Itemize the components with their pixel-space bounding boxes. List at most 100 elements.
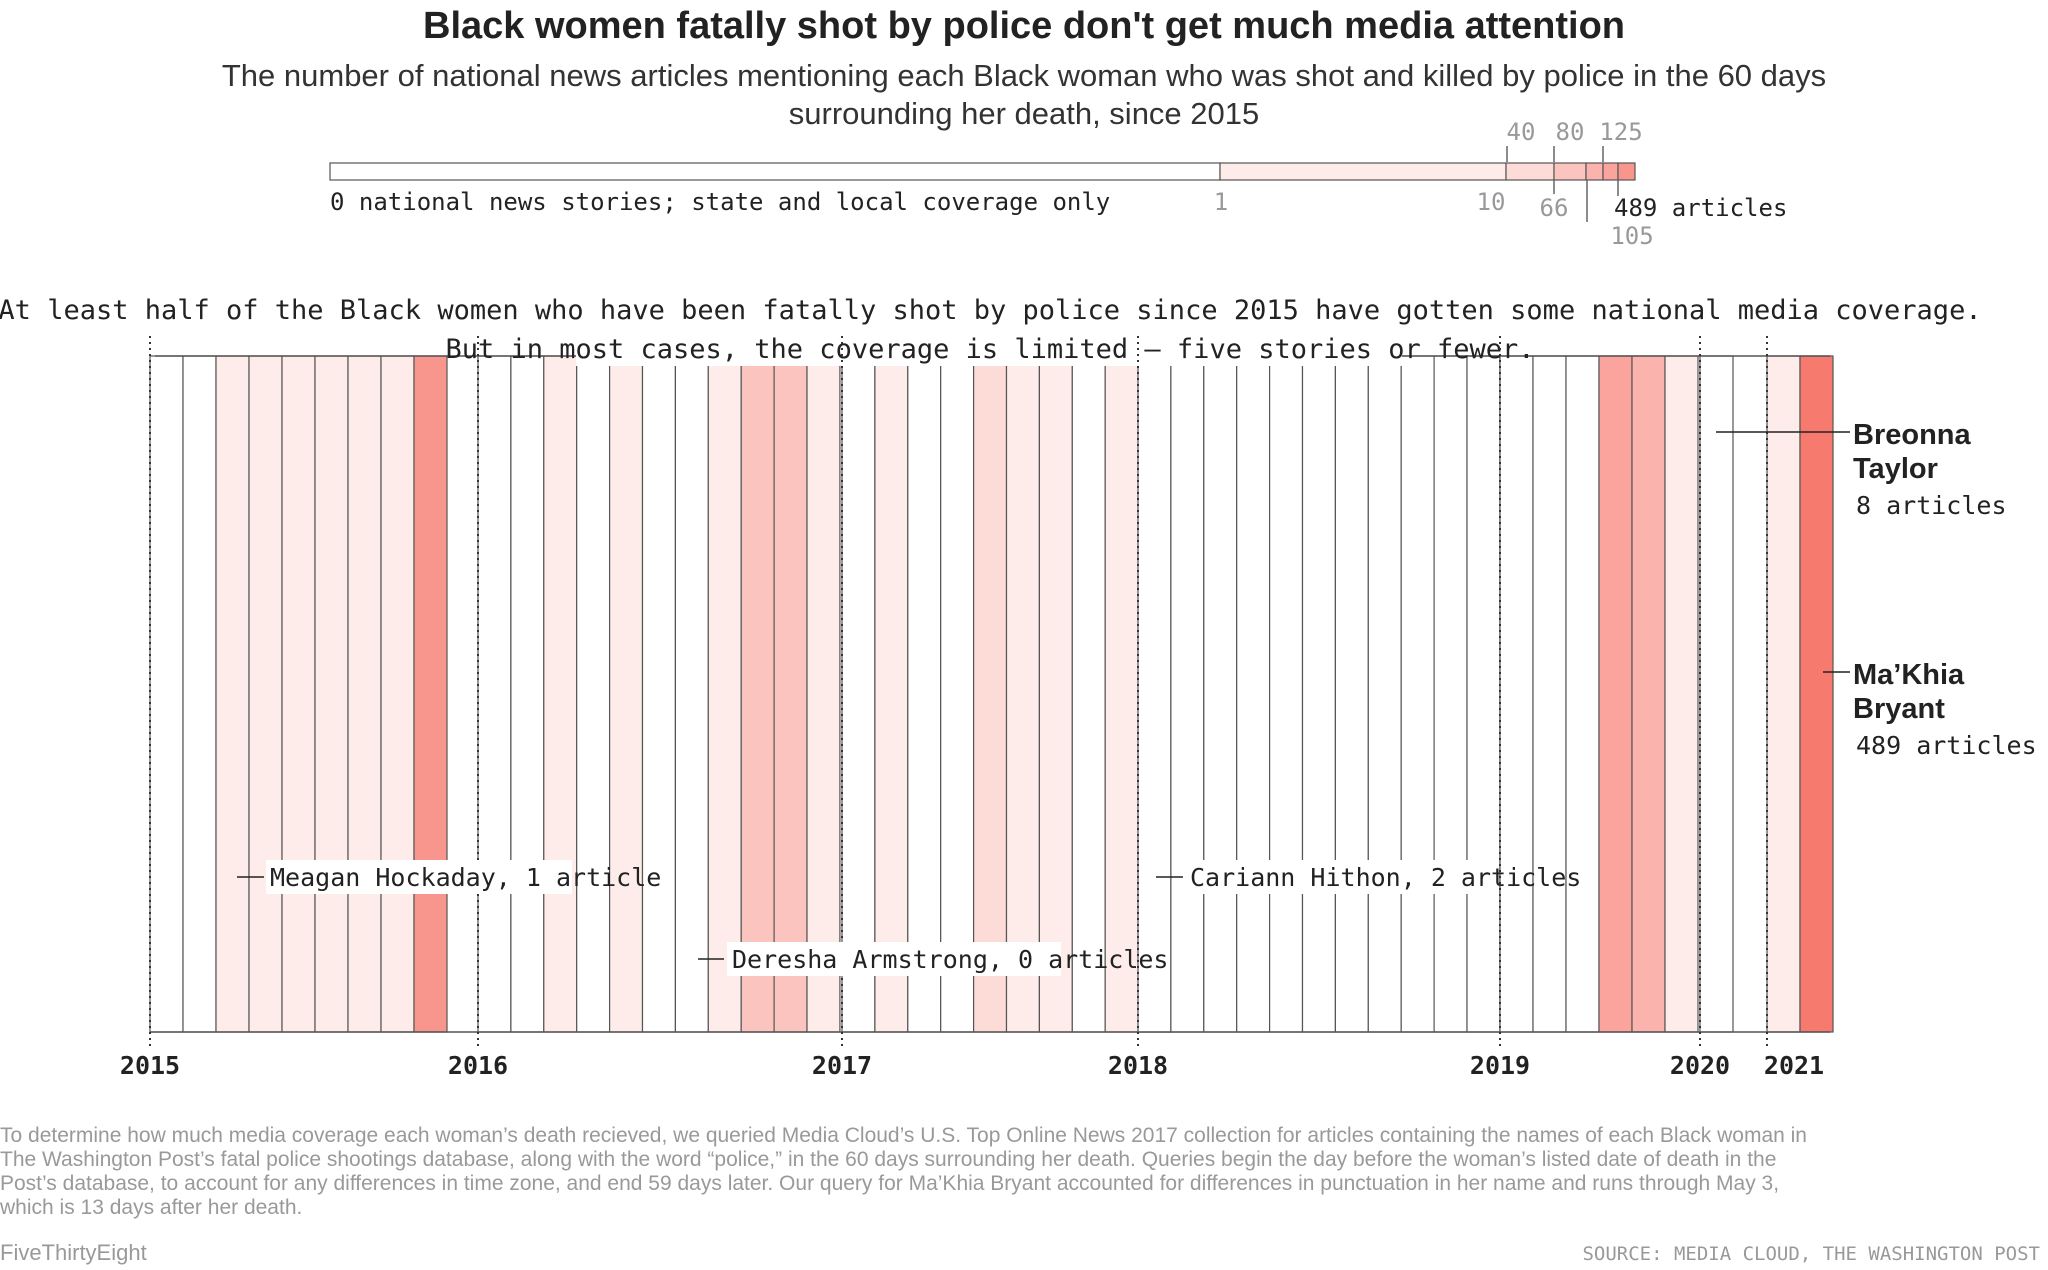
stripe-woman-44 — [1565, 355, 1600, 1033]
stripe-woman-41 — [1466, 355, 1501, 1033]
annotation-line-2: But in most cases, the coverage is limit… — [445, 334, 1534, 365]
callout-cariann-hithon: Cariann Hithon, 2 articles — [1156, 860, 1581, 894]
methodology-line-4: which is 13 days after her death. — [0, 1196, 302, 1219]
callout-count: 489 articles — [1856, 731, 2037, 760]
stripe-woman-17 — [707, 355, 742, 1033]
color-legend: 0 national news stories; state and local… — [329, 118, 1787, 250]
stripe-woman-27 — [1038, 355, 1073, 1033]
year-label-2020: 2020 — [1670, 1051, 1730, 1080]
stripe-woman-47 — [1664, 355, 1699, 1033]
legend-tick-80: 80 — [1556, 118, 1585, 146]
stripe-woman-29 — [1104, 355, 1139, 1033]
callout-meagan-hockaday: Meagan Hockaday, 1 article — [237, 860, 661, 894]
stripe-woman-12 — [543, 355, 578, 1033]
stripe-woman-50 — [1799, 355, 1834, 1033]
methodology-line-2: The Washington Post’s fatal police shoot… — [0, 1148, 1776, 1171]
methodology-line-1: To determine how much media coverage eac… — [0, 1124, 1807, 1147]
stripe-woman-45 — [1598, 355, 1633, 1033]
legend-swatch-1-10 — [1219, 162, 1507, 181]
stripe-woman-21 — [841, 355, 876, 1033]
stripe-woman-42 — [1499, 355, 1534, 1033]
stripe-woman-7 — [347, 355, 382, 1033]
legend-tick-125: 125 — [1599, 118, 1642, 146]
callout-name-line-1: Breonna — [1853, 419, 1972, 451]
callout-deresha-armstrong: Deresha Armstrong, 0 articles — [698, 942, 1169, 976]
legend-tick-105: 105 — [1610, 222, 1653, 250]
year-label-2017: 2017 — [812, 1051, 872, 1080]
legend-tick-66: 66 — [1540, 194, 1569, 222]
brand-label: FiveThirtyEight — [0, 1240, 147, 1265]
chart-subtitle-line-2: surrounding her death, since 2015 — [789, 96, 1260, 131]
legend-tick-40: 40 — [1507, 118, 1536, 146]
stripe-woman-49 — [1766, 355, 1801, 1033]
legend-leader-lines — [1506, 146, 1619, 222]
methodology-line-3: Post’s database, to account for any diff… — [0, 1172, 1779, 1195]
stripe-woman-33 — [1203, 355, 1238, 1033]
stripe-woman-16 — [674, 355, 709, 1033]
stripe-woman-35 — [1268, 355, 1304, 1033]
stripe-woman-1 — [149, 355, 184, 1033]
stripe-woman-18 — [740, 355, 775, 1033]
stripe-woman-39 — [1400, 355, 1435, 1033]
stripe-woman-31 — [1137, 355, 1172, 1033]
stripe-woman-40 — [1433, 355, 1468, 1033]
methodology-note: To determine how much media coverage eac… — [0, 1124, 1807, 1219]
legend-swatch-0-1 — [329, 162, 1221, 181]
stripe-woman-20 — [806, 355, 841, 1033]
stripe-woman-5 — [281, 355, 316, 1033]
legend-tick-10: 10 — [1477, 188, 1506, 216]
legend-swatches — [329, 162, 1636, 181]
callout-count: 8 articles — [1856, 491, 2007, 520]
stripe-woman-13 — [576, 355, 611, 1033]
callout-name-line-2: Bryant — [1853, 693, 1945, 725]
legend-swatch-10-40 — [1505, 162, 1555, 181]
stripe-heatmap — [149, 355, 1834, 1033]
stripe-woman-9 — [413, 355, 448, 1033]
legend-tick-1: 1 — [1214, 188, 1228, 216]
stripe-woman-4 — [248, 355, 283, 1033]
callout-breonna-taylor: Breonna Taylor 8 articles — [1716, 419, 2007, 520]
legend-swatch-40-66 — [1553, 162, 1587, 181]
stripe-woman-3 — [215, 355, 250, 1033]
stripe-woman-11 — [510, 355, 545, 1033]
stripe-woman-36 — [1301, 355, 1337, 1033]
legend-zero-label: 0 national news stories; state and local… — [330, 188, 1110, 216]
year-label-2016: 2016 — [448, 1051, 508, 1080]
legend-swatch-66-80 — [1585, 162, 1604, 181]
callout-label: Cariann Hithon, 2 articles — [1190, 863, 1581, 892]
callout-name-line-1: Ma’Khia — [1853, 659, 1965, 691]
stripe-woman-46 — [1631, 355, 1666, 1033]
x-axis: 2015 2016 2017 2018 2019 2020 2021 — [120, 1051, 1824, 1080]
legend-swatch-105-125 — [1617, 162, 1636, 181]
year-label-2019: 2019 — [1470, 1051, 1530, 1080]
stripe-woman-6 — [314, 355, 349, 1033]
stripe-woman-24 — [940, 355, 975, 1033]
stripe-woman-10 — [477, 355, 512, 1033]
stripe-woman-15 — [641, 355, 677, 1033]
stripe-woman-14 — [608, 355, 644, 1033]
stripe-woman-48 — [1699, 355, 1734, 1033]
stripe-woman-37 — [1334, 355, 1369, 1033]
stripe-woman-28 — [1071, 355, 1106, 1033]
stripe-woman-32 — [1170, 355, 1205, 1033]
legend-swatch-80-105 — [1602, 162, 1619, 181]
stripe-woman-23 — [907, 355, 942, 1033]
stripe-woman-2 — [182, 355, 217, 1033]
stripe-woman-8 — [380, 355, 415, 1033]
chart-subtitle-line-1: The number of national news articles men… — [222, 58, 1826, 93]
annotation-line-1: At least half of the Black women who hav… — [0, 295, 1982, 326]
year-label-2021: 2021 — [1764, 1051, 1824, 1080]
stripe-woman-34 — [1236, 355, 1271, 1033]
year-label-2015: 2015 — [120, 1051, 180, 1080]
stripe-woman-22 — [874, 355, 909, 1033]
stripe-woman-38 — [1367, 355, 1402, 1033]
callout-name-line-2: Taylor — [1853, 453, 1938, 485]
callout-label: Deresha Armstrong, 0 articles — [732, 945, 1169, 974]
chart-title: Black women fatally shot by police don't… — [423, 5, 1625, 47]
callout-label: Meagan Hockaday, 1 article — [270, 863, 661, 892]
year-label-2018: 2018 — [1108, 1051, 1168, 1080]
stripe-woman-19 — [773, 355, 808, 1033]
stripe-woman-25 — [972, 355, 1008, 1033]
year-divider-lines — [149, 336, 1768, 1046]
